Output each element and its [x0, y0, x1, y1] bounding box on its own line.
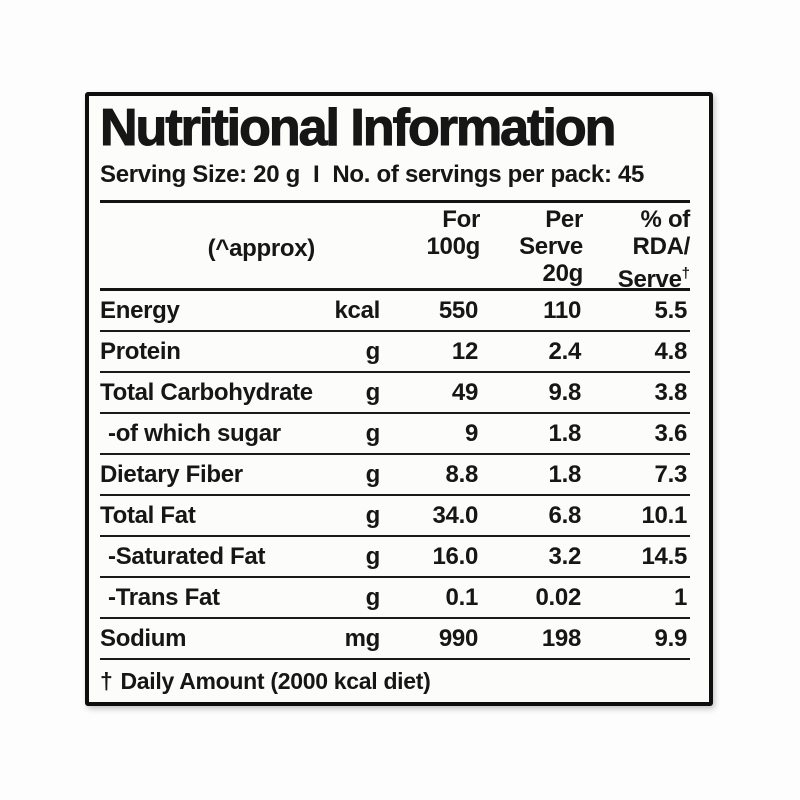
column-header-approx: (^approx) — [207, 235, 316, 263]
value-rda: 4.8 — [654, 337, 688, 365]
value-rda: 5.5 — [654, 296, 688, 324]
label-header: Nutritional Information Serving Size: 20… — [89, 96, 709, 191]
value-per-serve: 0.02 — [535, 583, 581, 611]
nutrient-name: Protein — [100, 337, 181, 365]
column-header-for-100g: For 100g — [380, 206, 480, 293]
header-serve-line2: Serve — [519, 233, 583, 261]
serving-size-text: Serving Size: 20 g — [100, 161, 301, 189]
header-for-line2: 100g — [426, 233, 480, 261]
nutrient-row-of-which-sugar: -of which sugar g 9 1.8 3.6 — [100, 414, 690, 456]
nutrient-row-saturated-fat: -Saturated Fat g 16.0 3.2 14.5 — [100, 537, 690, 579]
header-for-line1: For — [442, 206, 480, 234]
value-per-100g: 9 — [464, 419, 478, 447]
nutrient-name: -Saturated Fat — [108, 542, 266, 570]
dagger-superscript: † — [681, 265, 690, 283]
nutrient-name: Energy — [100, 296, 180, 324]
value-per-serve: 6.8 — [548, 501, 582, 529]
value-per-100g: 16.0 — [432, 542, 478, 570]
divider-top — [100, 200, 690, 204]
nutrient-unit: mg — [344, 624, 381, 652]
table-header-row: (^approx) For 100g Per Serve 20g % of RD… — [100, 203, 691, 294]
footnote: † Daily Amount (2000 kcal diet) — [89, 660, 709, 702]
value-rda: 3.8 — [654, 378, 688, 406]
nutrient-unit: g — [365, 378, 381, 406]
value-per-serve: 1.8 — [548, 460, 582, 488]
value-per-100g: 0.1 — [445, 583, 479, 611]
header-rda-line1: % of — [640, 206, 691, 234]
nutrient-unit: g — [365, 501, 381, 529]
nutrient-unit: g — [365, 460, 381, 488]
label-title: Nutritional Information — [99, 99, 617, 157]
nutrient-row-energy: Energy kcal 550 110 5.5 — [100, 291, 690, 333]
nutrient-name: Total Fat — [100, 501, 196, 529]
header-rda-line3: Serve — [617, 266, 682, 294]
value-per-serve: 110 — [543, 296, 581, 324]
nutrient-row-dietary-fiber: Dietary Fiber g 8.8 1.8 7.3 — [100, 455, 690, 497]
value-per-100g: 34.0 — [432, 501, 478, 529]
column-header-per-serve: Per Serve 20g — [480, 206, 583, 293]
nutrient-name: Dietary Fiber — [100, 460, 243, 488]
nutrient-name: -of which sugar — [108, 419, 281, 447]
nutrition-table: (^approx) For 100g Per Serve 20g % of RD… — [100, 200, 691, 661]
nutrient-row-total-fat: Total Fat g 34.0 6.8 10.1 — [100, 496, 690, 538]
nutrient-name: Sodium — [100, 624, 187, 652]
nutrient-name: -Trans Fat — [108, 583, 220, 611]
nutrient-unit: g — [365, 419, 381, 447]
value-rda: 9.9 — [654, 624, 688, 652]
serving-info: Serving Size: 20 g I No. of servings per… — [100, 159, 695, 191]
nutrient-row-trans-fat: -Trans Fat g 0.1 0.02 1 — [100, 578, 690, 620]
nutrient-unit: g — [365, 583, 381, 611]
value-per-100g: 49 — [451, 378, 478, 406]
value-rda: 14.5 — [641, 542, 687, 570]
servings-per-pack-text: No. of servings per pack: 45 — [332, 161, 645, 189]
value-per-100g: 8.8 — [445, 460, 479, 488]
value-per-serve: 3.2 — [548, 542, 582, 570]
value-per-100g: 12 — [451, 337, 478, 365]
nutrient-unit: g — [365, 542, 381, 570]
nutrient-unit: g — [365, 337, 381, 365]
header-serve-line3: 20g — [542, 260, 584, 288]
value-per-serve: 9.8 — [548, 378, 582, 406]
nutrient-unit: kcal — [334, 296, 380, 324]
value-per-serve: 198 — [541, 624, 581, 652]
column-header-rda: % of RDA/ Serve† — [583, 206, 691, 294]
value-rda: 7.3 — [654, 460, 688, 488]
header-rda-line2: RDA/ — [632, 233, 691, 261]
header-serve-line1: Per — [545, 206, 583, 234]
nutrition-label: Nutritional Information Serving Size: 20… — [85, 92, 713, 706]
value-rda: 10.1 — [641, 501, 687, 529]
value-rda: 1 — [673, 583, 687, 611]
serving-separator: I — [313, 161, 320, 189]
value-per-serve: 1.8 — [548, 419, 582, 447]
column-header-unit-spacer — [315, 206, 380, 293]
value-per-100g: 550 — [438, 296, 478, 324]
nutrient-row-sodium: Sodium mg 990 198 9.9 — [100, 619, 690, 661]
nutrient-name: Total Carbohydrate — [100, 378, 313, 406]
value-per-100g: 990 — [438, 624, 478, 652]
value-per-serve: 2.4 — [548, 337, 582, 365]
nutrient-row-total-carbohydrate: Total Carbohydrate g 49 9.8 3.8 — [100, 373, 690, 415]
value-rda: 3.6 — [654, 419, 688, 447]
footnote-text: Daily Amount (2000 kcal diet) — [120, 667, 431, 694]
footnote-dagger: † — [100, 667, 113, 694]
nutrient-row-protein: Protein g 12 2.4 4.8 — [100, 332, 690, 374]
